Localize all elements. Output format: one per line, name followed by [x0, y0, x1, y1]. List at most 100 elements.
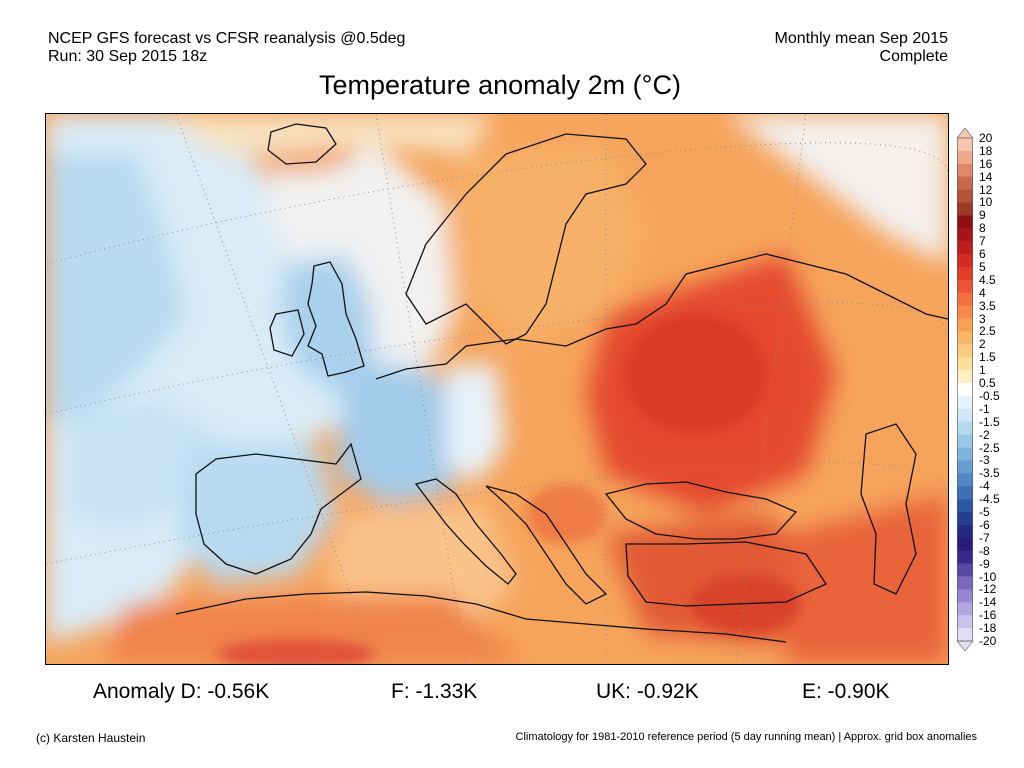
colorbar-label: -5: [979, 505, 990, 520]
colorbar-swatch: [957, 163, 973, 177]
north-africa-warm: [106, 594, 526, 664]
continent-coastline: [375, 253, 948, 380]
colorbar-label: 6: [979, 247, 986, 262]
colorbar-label: -3.5: [979, 466, 1000, 481]
colorbar-swatch: [957, 176, 973, 190]
colorbar-swatch: [957, 279, 973, 294]
stat-germany: Anomaly D: -0.56K: [93, 680, 270, 703]
moscow-hot-spot: [626, 314, 766, 434]
mid-atlantic-blue: [66, 394, 216, 534]
colorbar-swatch: [957, 344, 973, 358]
colorbar-label: 3: [979, 311, 986, 326]
colorbar-swatch: [957, 421, 973, 435]
map-title: Temperature anomaly 2m (°C): [319, 70, 681, 100]
header-left: NCEP GFS forecast vs CFSR reanalysis @0.…: [48, 30, 405, 66]
stat-uk: UK: -0.92K: [596, 680, 699, 703]
colorbar-label: -9: [979, 556, 990, 571]
colorbar-swatch: [957, 318, 973, 332]
colorbar-label: -3: [979, 453, 990, 468]
iceland-coastline: [267, 123, 337, 165]
colorbar-label: 12: [979, 182, 993, 197]
uk-cool-region: [281, 254, 376, 394]
colorbar-swatch: [957, 563, 973, 577]
colorbar-label: -18: [979, 621, 997, 636]
scandinavia-warm: [456, 144, 646, 344]
colorbar-label: -4: [979, 479, 990, 494]
colorbar-swatch: [957, 602, 973, 616]
period-line: Monthly mean Sep 2015: [774, 30, 948, 47]
colorbar-label: 1.5: [979, 350, 996, 365]
africa-hot-spot: [216, 639, 376, 664]
graticule: [46, 114, 948, 664]
colorbar-label: 7: [979, 234, 986, 249]
colorbar-label: 10: [979, 195, 993, 210]
northeast-neutral: [726, 114, 948, 264]
colorbar-label: 1: [979, 363, 986, 378]
colorbar-label: 9: [979, 208, 986, 223]
colorbar-label: -10: [979, 569, 997, 584]
colorbar-label: 2: [979, 337, 986, 352]
colorbar-swatch: [957, 499, 973, 513]
turkey-coastline: [625, 541, 827, 607]
black-sea-coastline: [604, 481, 798, 540]
north-sea-neutral: [266, 144, 456, 374]
colorbar-swatch: [957, 266, 973, 281]
iberia-coastline: [195, 442, 362, 575]
colorbar-swatch: [957, 305, 973, 319]
colorbar-label: 4.5: [979, 272, 996, 287]
colorbar-label: -7: [979, 530, 990, 545]
colorbar-label: 18: [979, 143, 993, 158]
colorbar-label: -8: [979, 543, 990, 558]
colorbar-swatch: [957, 434, 973, 448]
colorbar-swatch: [957, 150, 973, 165]
colorbar-swatch: [957, 331, 973, 345]
colorbar-swatch: [957, 589, 973, 603]
colorbar-swatch: [957, 357, 973, 371]
header-right: Monthly mean Sep 2015 Complete: [775, 30, 948, 66]
colorbar-swatch: [957, 524, 973, 539]
stat-europe: E: -0.90K: [802, 680, 890, 703]
colorbar-swatch: [957, 550, 973, 564]
run-line: Run: 30 Sep 2015 18z: [48, 48, 208, 65]
colorbar-label: 2.5: [979, 324, 996, 339]
colorbar-label: 16: [979, 156, 993, 171]
germany-neutral: [446, 364, 506, 484]
colorbar-label: 14: [979, 169, 993, 184]
colorbar-swatch: [957, 138, 973, 152]
stat-france: F: -1.33K: [391, 680, 478, 703]
colorbar-label: -2.5: [979, 440, 1000, 455]
colorbar-label: -16: [979, 608, 997, 623]
colorbar-swatch: [957, 241, 973, 255]
colorbar-swatch: [957, 628, 973, 642]
atlantic-blue-core: [46, 154, 186, 424]
france-cool-region: [336, 364, 476, 504]
colorbar-label: 5: [979, 259, 986, 274]
anomaly-map: [45, 113, 949, 665]
colorbar-labels: 20 18 16 14 12 10 9 8 7 6 5 4.5 4 3.5 3 2.5 2 1.5 1 0.5 -0.5…: [979, 128, 1024, 651]
colorbar-swatch: [957, 292, 973, 306]
colorbar-swatch: [957, 215, 973, 229]
colorbar-swatch: [957, 473, 973, 487]
colorbar-swatch: [957, 228, 973, 242]
colorbar-swatch: [957, 202, 973, 216]
colorbar-label: 20: [979, 131, 993, 145]
colorbar-swatch: [957, 395, 973, 410]
middle-east-hot: [786, 494, 948, 664]
colorbar-swatch: [957, 537, 973, 552]
colorbar-label: 8: [979, 221, 986, 236]
uk-coastline: [307, 261, 365, 377]
colorbar-label: -1.5: [979, 414, 1000, 429]
colorbar-swatch: [957, 615, 973, 629]
colorbar-label: -6: [979, 517, 990, 532]
colorbar-label: -14: [979, 595, 997, 610]
arctic-pale-region: [166, 114, 496, 154]
colorbar-top-arrow: [956, 127, 974, 139]
colorbar: [956, 127, 974, 652]
map-canvas: [46, 114, 948, 664]
balkans-coastline: [485, 485, 608, 605]
colorbar-swatch: [957, 383, 973, 397]
colorbar-label: -20: [979, 634, 997, 648]
colorbar-label: -2: [979, 427, 990, 442]
colorbar-outline: [957, 137, 973, 642]
iberia-cool-region: [176, 444, 336, 584]
